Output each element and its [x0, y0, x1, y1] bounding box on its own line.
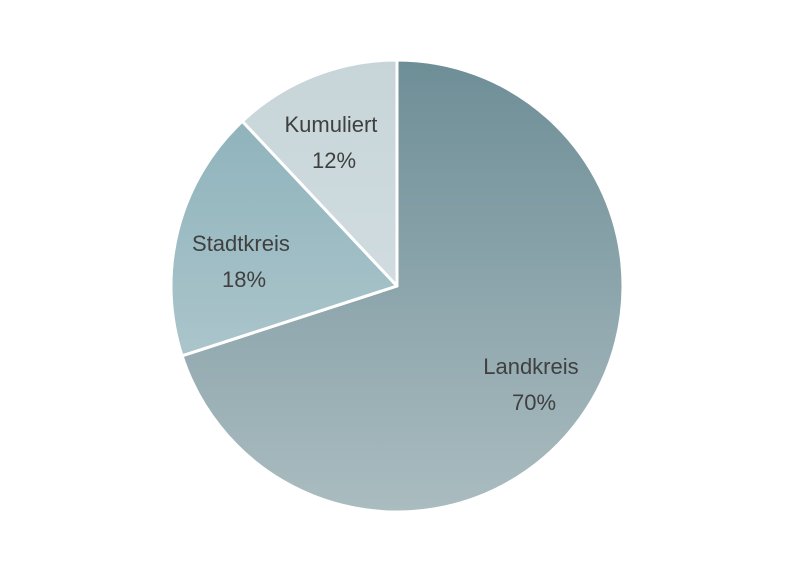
svg-text:Stadtkreis 18%: Stadtkreis 18% [192, 231, 296, 292]
slice-value-stadtkreis: 18% [222, 267, 266, 292]
pie-slice-landkreis [180, 58, 625, 514]
svg-text:Kumuliert 12%: Kumuliert 12% [284, 112, 383, 173]
slice-labels: Landkreis 70% Stadtkreis 18% Kumuliert 1… [192, 112, 585, 415]
pie-slice-stadtkreis [169, 119, 399, 358]
slice-value-kumuliert: 12% [312, 148, 356, 173]
pie-slice-kumuliert [240, 58, 399, 288]
pie-slices [169, 58, 625, 514]
slice-label-stadtkreis: Stadtkreis [192, 231, 290, 256]
slice-value-landkreis: 70% [512, 390, 556, 415]
slice-label-kumuliert: Kumuliert [284, 112, 377, 137]
slice-label-landkreis: Landkreis [483, 354, 578, 379]
svg-text:Landkreis 70%: Landkreis 70% [483, 354, 585, 415]
